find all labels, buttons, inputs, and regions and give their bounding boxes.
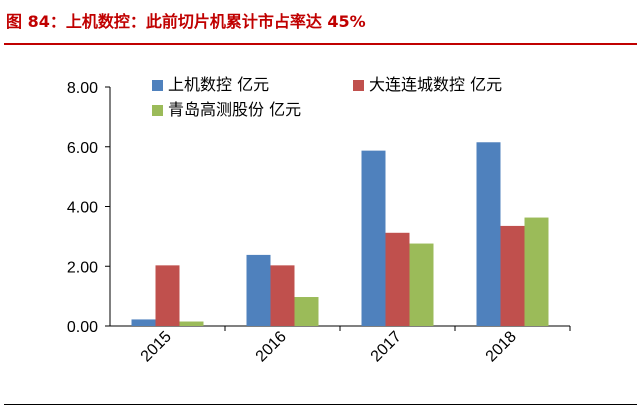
y-tick-label: 4.00: [67, 200, 98, 217]
bar-3-2016: [294, 297, 319, 326]
x-tick-label: 2015: [138, 328, 175, 365]
bar-1-2017: [361, 150, 386, 326]
bar-1-2016: [246, 254, 271, 326]
x-tick-label: 2018: [483, 328, 520, 365]
legend-label-1: 上机数控 亿元: [168, 75, 269, 94]
bar-2-2018: [500, 225, 525, 326]
bar-2-2017: [385, 232, 410, 326]
y-tick-label: 8.00: [67, 80, 98, 97]
y-tick-label: 2.00: [67, 259, 98, 276]
figure-title: 图 84：上机数控：此前切片机累计市占率达 45%: [6, 12, 366, 31]
legend-swatch-3: [152, 105, 163, 116]
chart-bars: [131, 142, 549, 326]
legend-label-2: 大连连城数控 亿元: [369, 75, 502, 94]
legend-label-3: 青岛高测股份 亿元: [168, 100, 301, 119]
bottom-rule: [4, 404, 637, 405]
bar-3-2015: [179, 321, 204, 326]
bar-3-2018: [524, 217, 549, 326]
legend-swatch-2: [353, 80, 364, 91]
bar-2-2015: [155, 265, 180, 326]
legend-swatch-1: [152, 80, 163, 91]
bar-1-2015: [131, 319, 156, 326]
y-tick-labels: 0.00 2.00 4.00 6.00 8.00: [67, 80, 98, 336]
x-tick-label: 2017: [368, 328, 405, 365]
bar-3-2017: [409, 243, 434, 326]
y-tick-label: 0.00: [67, 319, 98, 336]
x-tick-labels: 2015 2016 2017 2018: [138, 328, 520, 365]
x-tick-label: 2016: [253, 328, 290, 365]
title-rule: [4, 43, 637, 45]
y-tick-label: 6.00: [67, 140, 98, 157]
bar-2-2016: [270, 265, 295, 326]
bar-1-2018: [476, 142, 501, 326]
